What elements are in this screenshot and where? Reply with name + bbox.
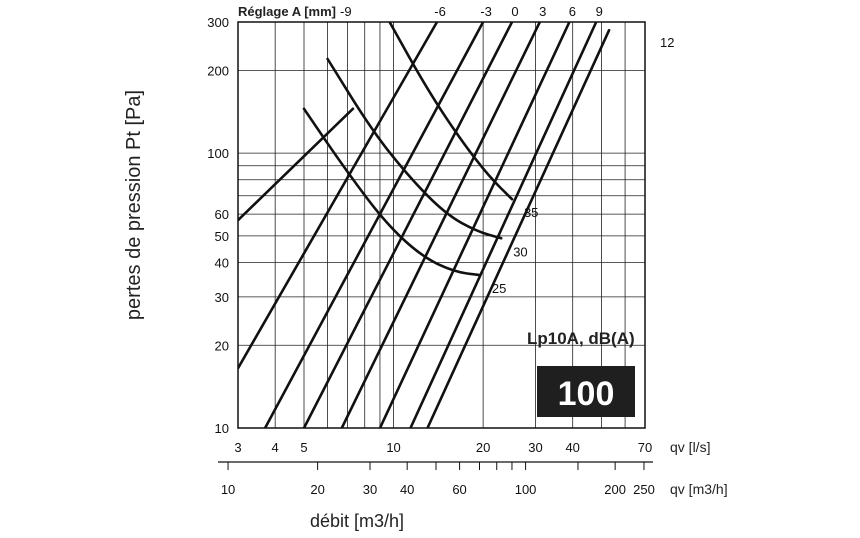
x-tick-label-m3h: 200 <box>604 482 626 497</box>
x-tick-label-ls: 30 <box>528 440 542 455</box>
noise-curve-label: 30 <box>513 244 527 259</box>
y-axis-label: pertes de pression Pt [Pa] <box>123 90 145 320</box>
x-tick-label-m3h: 100 <box>515 482 537 497</box>
legend-value: 100 <box>558 375 615 413</box>
setting-label: 0 <box>511 4 518 19</box>
x-tick-label-ls: 3 <box>234 440 241 455</box>
x-tick-label-m3h: 60 <box>452 482 466 497</box>
noise-curve-label: 35 <box>524 205 538 220</box>
x-tick-label-ls: 5 <box>300 440 307 455</box>
noise-curve-35 <box>388 22 514 201</box>
noise-curve-30 <box>326 57 503 240</box>
x-tick-label-m3h: 40 <box>400 482 414 497</box>
plot-frame <box>237 21 646 429</box>
setting-line-0 <box>302 22 514 428</box>
setting-line-9 <box>409 22 598 428</box>
settings-title: Réglage A [mm] <box>238 4 336 19</box>
x-axis-unit-ls: qv [l/s] <box>670 439 710 455</box>
x-tick-label-ls: 10 <box>386 440 400 455</box>
setting-label: 6 <box>569 4 576 19</box>
setting-line--6 <box>238 22 439 370</box>
x-tick-label-ls: 4 <box>272 440 279 455</box>
chart-curves <box>238 22 611 428</box>
legend-value-box <box>537 366 635 417</box>
x-tick-label-m3h: 20 <box>310 482 324 497</box>
x-tick-label-m3h: 10 <box>221 482 235 497</box>
x-tick-label-ls: 20 <box>476 440 490 455</box>
y-tick-label: 100 <box>207 146 229 161</box>
setting-line-3 <box>340 22 542 428</box>
setting-label: 12 <box>660 35 674 50</box>
x-tick-label-ls: 40 <box>565 440 579 455</box>
setting-line--9 <box>238 107 355 222</box>
setting-label: -9 <box>340 4 352 19</box>
x-axis-label: débit [m3/h] <box>310 511 404 531</box>
y-tick-label: 20 <box>215 338 229 353</box>
setting-label: -3 <box>480 4 492 19</box>
y-tick-label: 200 <box>207 63 229 78</box>
setting-label: -6 <box>434 4 446 19</box>
y-tick-label: 30 <box>215 290 229 305</box>
setting-line-12 <box>426 28 611 428</box>
x-tick-label-ls: 70 <box>638 440 652 455</box>
y-tick-label: 60 <box>215 207 229 222</box>
legend-title: Lp10A, dB(A) <box>527 329 635 348</box>
noise-curve-label: 25 <box>492 281 506 296</box>
x-tick-label-m3h: 250 <box>633 482 655 497</box>
setting-label: 3 <box>539 4 546 19</box>
y-tick-label: 300 <box>207 15 229 30</box>
setting-line-6 <box>378 22 571 428</box>
setting-label: 9 <box>596 4 603 19</box>
y-tick-label: 50 <box>215 229 229 244</box>
x-axis-unit-m3h: qv [m3/h] <box>670 481 728 497</box>
noise-curve-25 <box>302 107 482 277</box>
setting-line--3 <box>263 22 485 428</box>
y-tick-label: 40 <box>215 256 229 271</box>
x-tick-label-m3h: 30 <box>363 482 377 497</box>
y-tick-label: 10 <box>215 421 229 436</box>
